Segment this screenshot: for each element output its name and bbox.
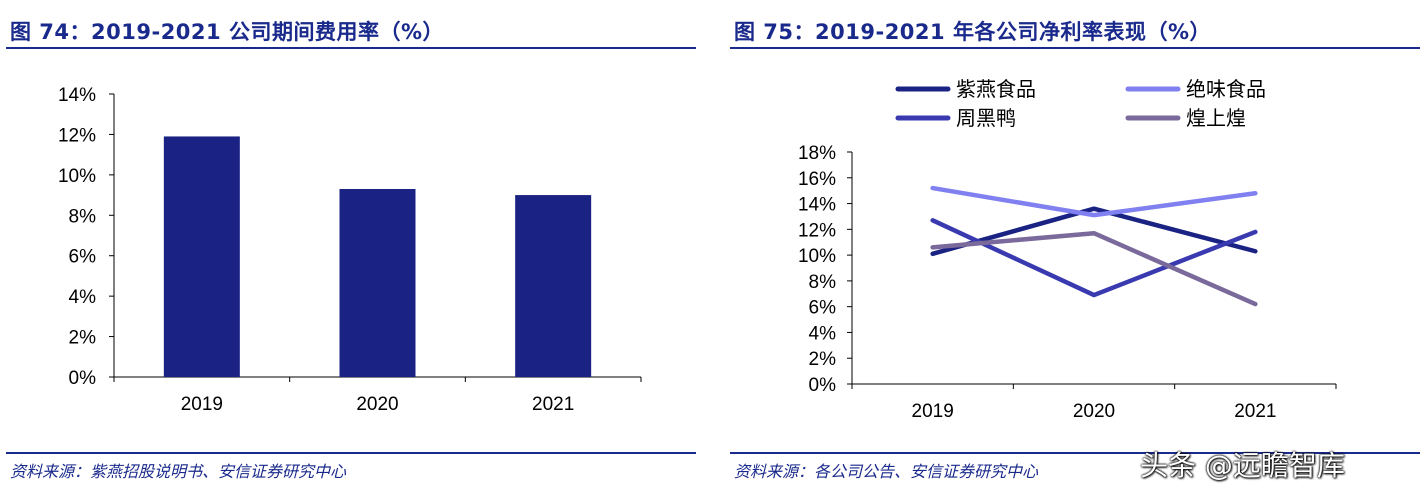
figure-75-title-rule [730, 47, 1420, 49]
y-tick-label: 8% [69, 206, 97, 227]
figure-74-title-rule [6, 47, 696, 49]
y-tick-label: 16% [798, 169, 836, 190]
figure-75-source: 资料来源：各公司公告、安信证券研究中心 [734, 462, 1039, 481]
y-tick-label: 18% [798, 143, 836, 164]
bar [515, 195, 592, 377]
y-tick-label: 14% [798, 195, 836, 216]
legend-label: 紫燕食品 [956, 77, 1036, 101]
y-tick-label: 10% [798, 246, 836, 267]
y-tick-label: 8% [809, 272, 837, 293]
y-tick-label: 2% [69, 328, 97, 349]
y-tick-label: 0% [69, 368, 97, 389]
series-line-1 [930, 206, 1258, 257]
watermark-text: 头条 @远瞻智库 [1140, 449, 1345, 482]
bar [339, 189, 416, 377]
x-tick-label: 2020 [356, 394, 398, 415]
bar [163, 136, 240, 377]
x-tick-label: 2019 [181, 394, 223, 415]
series-line-4 [930, 230, 1258, 307]
series-line-3 [930, 218, 1258, 298]
y-tick-label: 12% [798, 220, 836, 241]
net-margin-line-chart: 0% 2% 4% 6% 8% 10% 12% 14% 16% 18% 2019 2020 2021 紫燕食… [798, 77, 1337, 422]
x-tick-label: 2021 [532, 394, 574, 415]
figure-75-title: 图 75：2019-2021 年各公司净利率表现（%） [734, 20, 1211, 44]
y-tick-label: 10% [58, 166, 96, 187]
figure-75-source-rule [730, 452, 1420, 454]
y-tick-label: 6% [69, 247, 97, 268]
y-tick-label: 4% [69, 287, 97, 308]
legend-label: 周黑鸭 [956, 106, 1016, 130]
figure-74-source: 资料来源：紫燕招股说明书、安信证券研究中心 [10, 462, 347, 481]
y-tick-label: 2% [809, 349, 837, 370]
y-tick-label: 12% [58, 125, 96, 146]
series-line-2 [930, 185, 1258, 218]
figure-74-panel: 图 74：2019-2021 公司期间费用率（%） 0% 2% 4% 6% 8% 10% 1… [0, 0, 700, 495]
y-tick-label: 4% [809, 323, 837, 344]
y-tick-label: 0% [809, 375, 837, 396]
y-tick-label: 14% [58, 85, 96, 106]
figure-74-title: 图 74：2019-2021 公司期间费用率（%） [10, 20, 444, 44]
legend-label: 绝味食品 [1186, 77, 1266, 101]
legend-label: 煌上煌 [1186, 106, 1246, 130]
y-tick-label: 6% [809, 298, 837, 319]
x-tick-label: 2021 [1234, 401, 1276, 422]
figure-74-source-rule [6, 452, 696, 454]
figure-75-panel: 图 75：2019-2021 年各公司净利率表现（%） 0% 2% 4% 6% 8% 10… [728, 0, 1422, 495]
x-tick-label: 2020 [1073, 401, 1115, 422]
x-tick-label: 2019 [912, 401, 954, 422]
expense-ratio-bar-chart: 0% 2% 4% 6% 8% 10% 12% 14% 2019 2020 2021 [58, 85, 642, 415]
